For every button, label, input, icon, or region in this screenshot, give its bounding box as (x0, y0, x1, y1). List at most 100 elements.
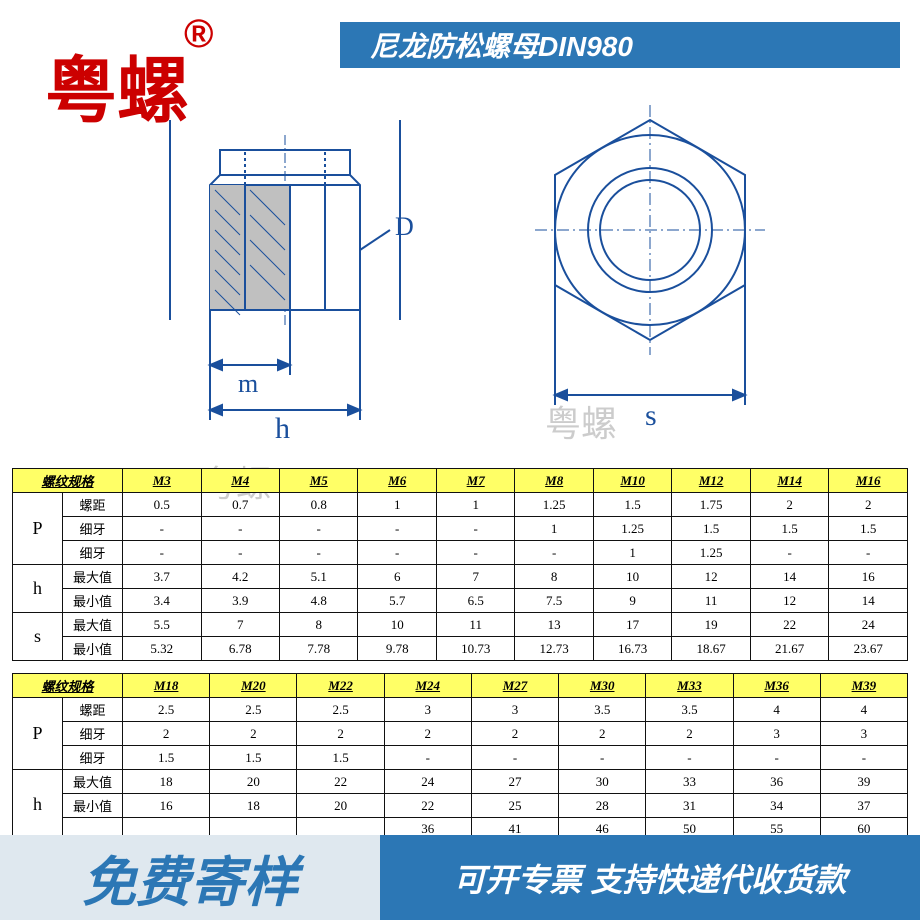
data-cell: 36 (733, 770, 820, 794)
row-label: 细牙 (63, 722, 123, 746)
data-cell: 4 (733, 698, 820, 722)
size-header: M6 (358, 469, 436, 493)
size-header: M5 (279, 469, 357, 493)
data-cell: 3.5 (559, 698, 646, 722)
data-cell: - (123, 517, 201, 541)
svg-text:h: h (275, 412, 290, 440)
data-cell: 6.5 (436, 589, 514, 613)
row-label: 最大值 (63, 770, 123, 794)
svg-text:m: m (238, 369, 258, 398)
data-cell: 16 (829, 565, 908, 589)
data-cell: 11 (436, 613, 514, 637)
data-cell: 25 (471, 794, 558, 818)
data-cell: 6.78 (201, 637, 279, 661)
data-cell: 20 (297, 794, 384, 818)
spec-table-1: 螺纹规格M3M4M5M6M7M8M10M12M14M16P螺距0.50.70.8… (12, 468, 908, 661)
data-cell: 0.7 (201, 493, 279, 517)
data-cell: 5.32 (123, 637, 201, 661)
data-cell: 1.5 (672, 517, 750, 541)
size-header: M3 (123, 469, 201, 493)
data-cell: 17 (593, 613, 671, 637)
data-cell: 2 (646, 722, 733, 746)
data-cell: 9 (593, 589, 671, 613)
data-cell: 12.73 (515, 637, 593, 661)
data-cell: 16 (123, 794, 210, 818)
data-cell: 21.67 (750, 637, 828, 661)
row-label: 最大值 (63, 613, 123, 637)
data-cell: - (436, 517, 514, 541)
data-cell: 39 (820, 770, 907, 794)
data-cell: 1.5 (210, 746, 297, 770)
data-cell: 37 (820, 794, 907, 818)
data-cell: - (123, 541, 201, 565)
data-cell: - (201, 541, 279, 565)
data-cell: 4.8 (279, 589, 357, 613)
data-cell: 12 (672, 565, 750, 589)
data-cell: 34 (733, 794, 820, 818)
data-cell: 2 (384, 722, 471, 746)
data-cell: 3 (471, 698, 558, 722)
size-header: M33 (646, 674, 733, 698)
size-header: M12 (672, 469, 750, 493)
data-cell: 5.1 (279, 565, 357, 589)
data-cell: 2 (559, 722, 646, 746)
data-cell: 3 (384, 698, 471, 722)
param-cell: P (13, 698, 63, 770)
data-cell: 1.25 (672, 541, 750, 565)
data-cell: 6 (358, 565, 436, 589)
data-cell: 1.5 (593, 493, 671, 517)
nut-side-view: D m h (160, 120, 460, 440)
data-cell: 28 (559, 794, 646, 818)
param-cell: h (13, 770, 63, 840)
data-cell: - (436, 541, 514, 565)
row-label: 螺距 (63, 698, 123, 722)
data-cell: 8 (515, 565, 593, 589)
data-cell: 7 (436, 565, 514, 589)
nut-top-view: s (500, 100, 820, 440)
data-cell: 1.5 (297, 746, 384, 770)
data-cell: 7.78 (279, 637, 357, 661)
data-cell: 0.8 (279, 493, 357, 517)
size-header: M30 (559, 674, 646, 698)
data-cell: 27 (471, 770, 558, 794)
data-cell: 1 (593, 541, 671, 565)
data-cell: 3.4 (123, 589, 201, 613)
data-cell: 16.73 (593, 637, 671, 661)
size-header: M36 (733, 674, 820, 698)
data-cell: - (358, 517, 436, 541)
data-cell: 1 (515, 517, 593, 541)
data-cell: 12 (750, 589, 828, 613)
product-title-bar: 尼龙防松螺母DIN980 (340, 22, 900, 68)
data-cell: 3.5 (646, 698, 733, 722)
data-cell: - (829, 541, 908, 565)
data-cell: 11 (672, 589, 750, 613)
size-header: M22 (297, 674, 384, 698)
footer-right-text: 可开专票 支持快递代收货款 (380, 835, 920, 920)
data-cell: 2 (471, 722, 558, 746)
data-cell: 19 (672, 613, 750, 637)
size-header: M16 (829, 469, 908, 493)
data-cell: - (358, 541, 436, 565)
data-cell: 18 (123, 770, 210, 794)
data-cell: 2 (123, 722, 210, 746)
spec-table-2: 螺纹规格M18M20M22M24M27M30M33M36M39P螺距2.52.5… (12, 673, 908, 840)
size-header: M39 (820, 674, 907, 698)
data-cell: 1.5 (750, 517, 828, 541)
data-cell: 24 (829, 613, 908, 637)
data-cell: 2.5 (210, 698, 297, 722)
data-cell: 30 (559, 770, 646, 794)
data-cell: 18 (210, 794, 297, 818)
data-cell: 4.2 (201, 565, 279, 589)
data-cell: 2 (297, 722, 384, 746)
data-cell: 4 (820, 698, 907, 722)
spec-tables: 螺纹规格M3M4M5M6M7M8M10M12M14M16P螺距0.50.70.8… (12, 468, 908, 840)
data-cell: 1 (358, 493, 436, 517)
data-cell: 0.5 (123, 493, 201, 517)
data-cell: 1 (436, 493, 514, 517)
data-cell: 18.67 (672, 637, 750, 661)
data-cell: 2 (829, 493, 908, 517)
data-cell: 8 (279, 613, 357, 637)
data-cell: - (279, 517, 357, 541)
technical-diagram: D m h s (110, 90, 810, 450)
table-header-label: 螺纹规格 (13, 674, 123, 698)
